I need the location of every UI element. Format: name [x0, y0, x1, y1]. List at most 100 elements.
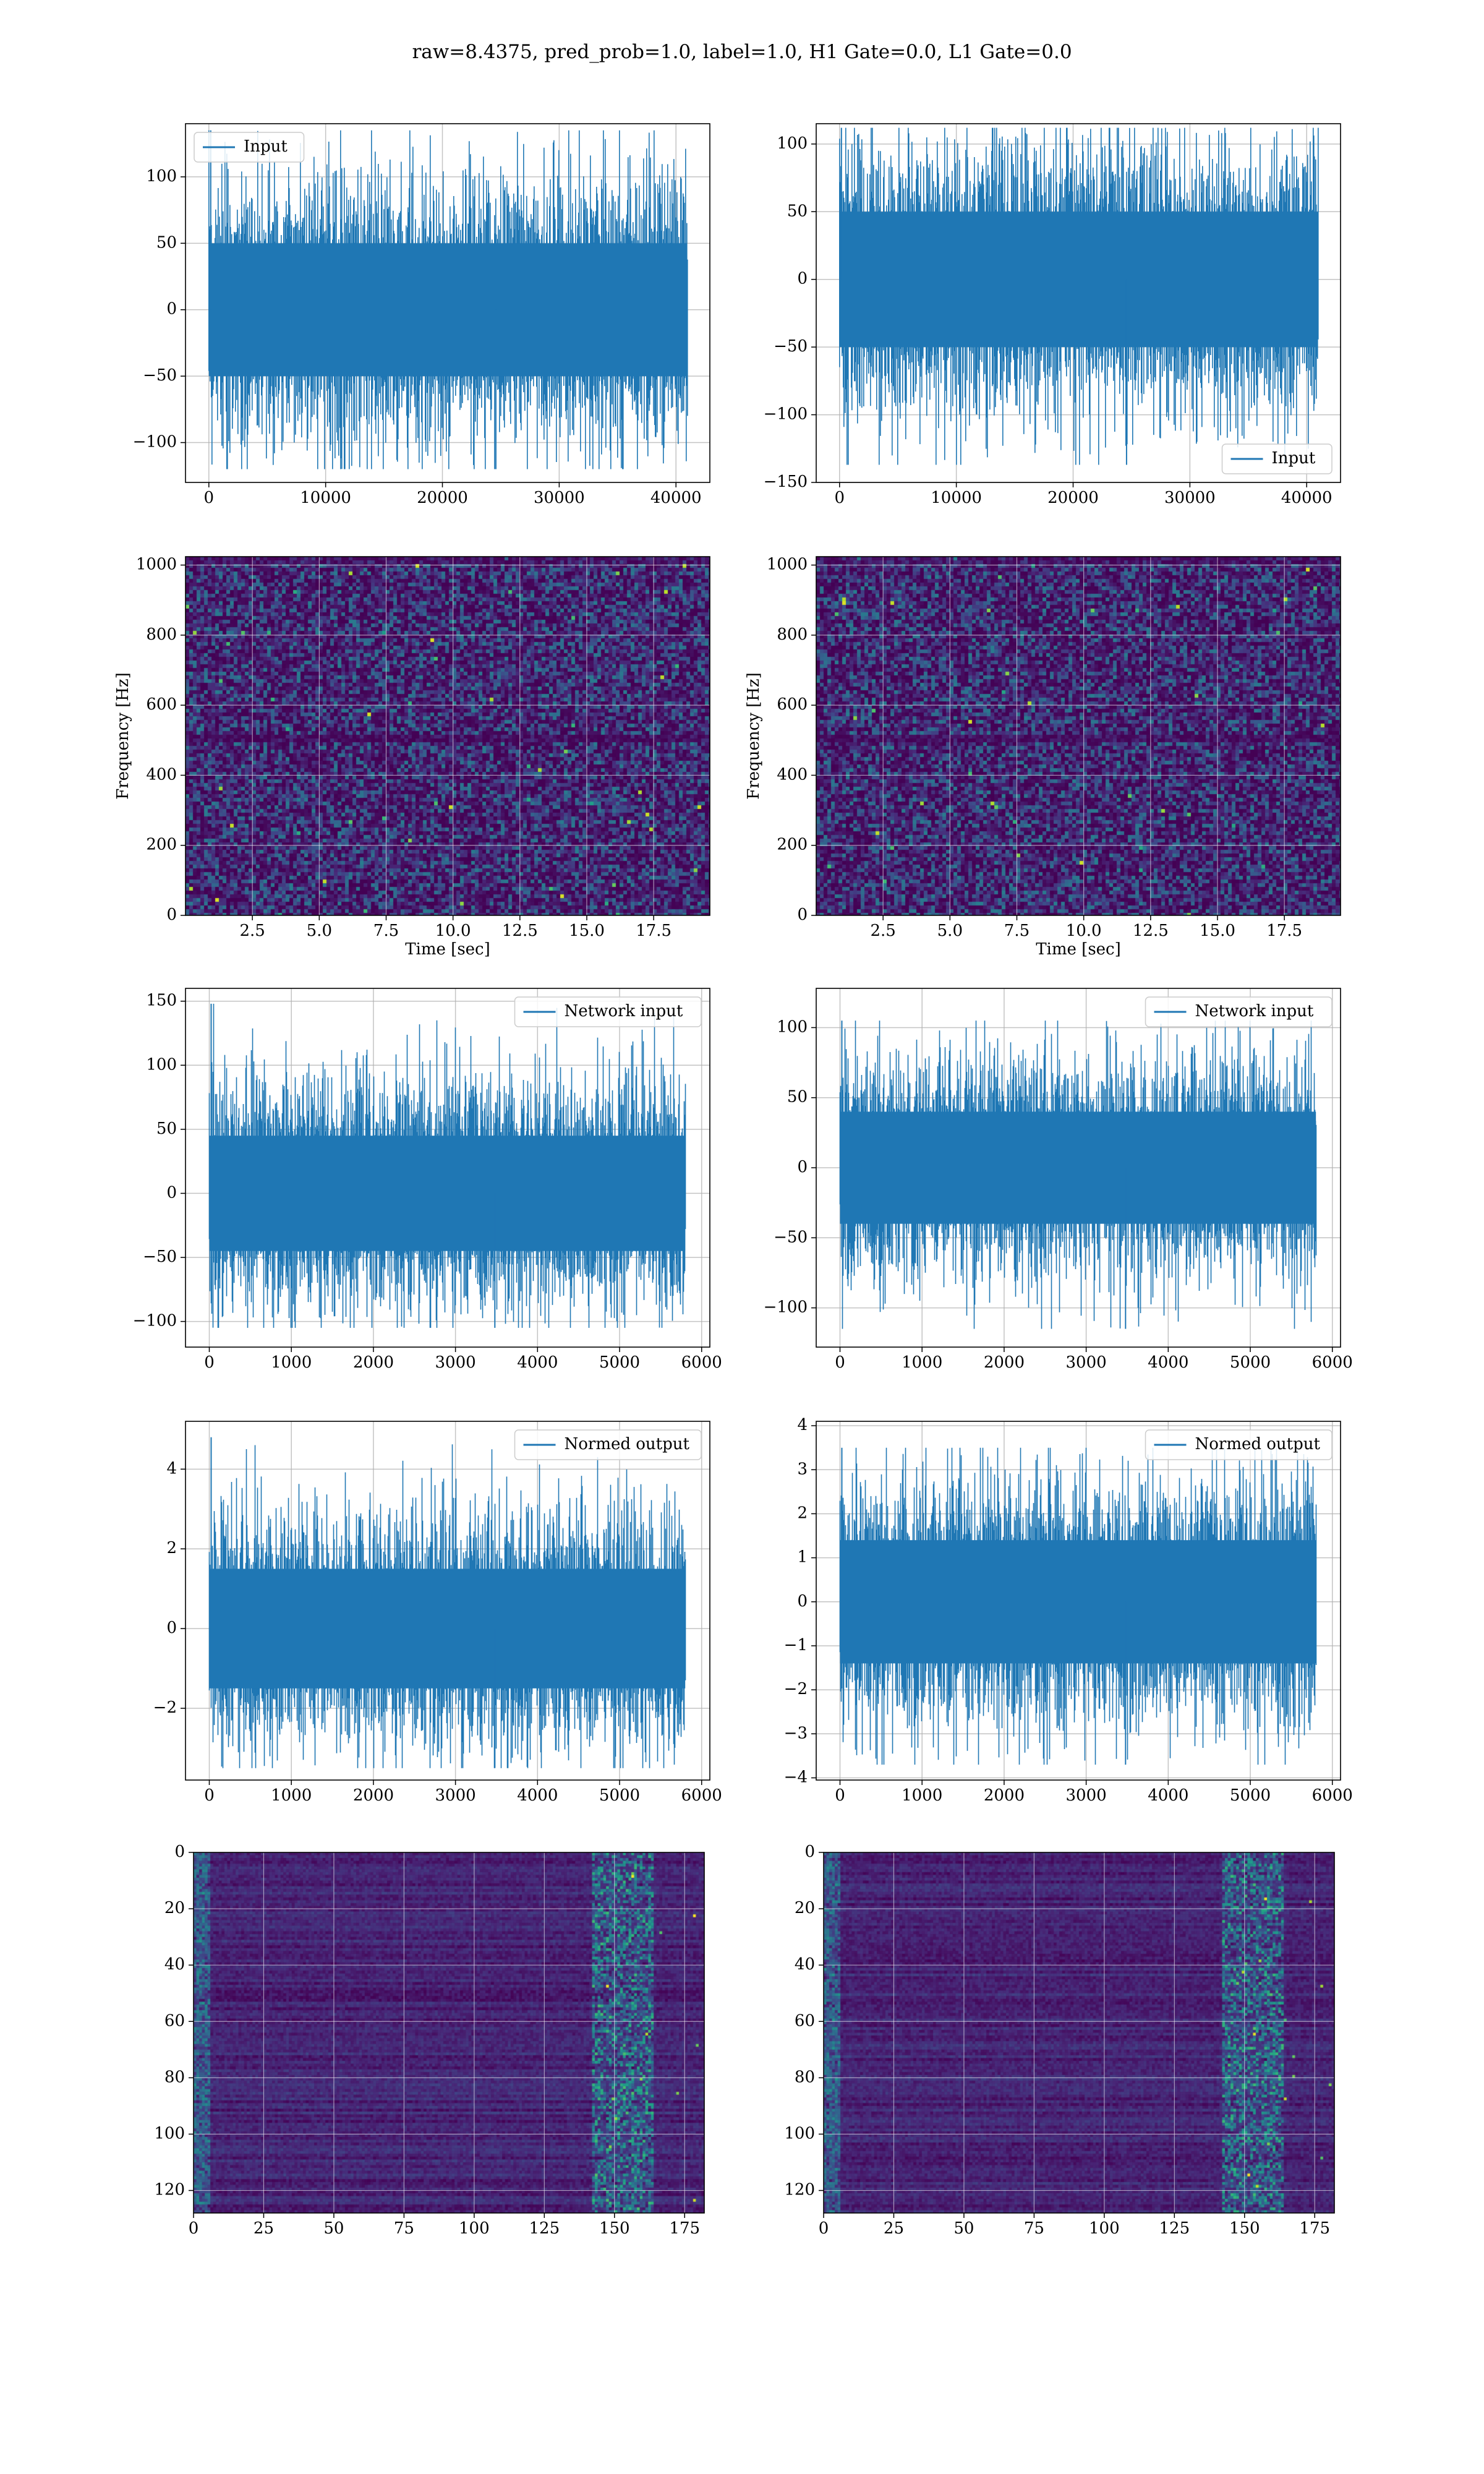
input-l1: 0 10000 20000 30000 40000 −150 −100 −50 0 50 100 In… — [764, 123, 1341, 507]
x-tick-label: 50 — [953, 2219, 974, 2238]
x-tick-label: 5.0 — [937, 922, 963, 940]
x-tick-label: 20000 — [1047, 489, 1099, 507]
axes-frame — [185, 988, 710, 1348]
x-tick-label: 10.0 — [435, 922, 471, 940]
x-tick-label: 4000 — [517, 1353, 558, 1372]
axes-frame — [823, 1852, 1335, 2214]
x-tick-label: 40000 — [1281, 489, 1333, 507]
y-tick-label: −2 — [153, 1698, 177, 1717]
legend-box — [1145, 996, 1333, 1027]
y-tick-label: 0 — [166, 300, 177, 319]
signal-core — [840, 1111, 1316, 1224]
y-tick-label: −50 — [143, 366, 177, 385]
x-tick-label: 1000 — [271, 1786, 312, 1805]
y-tick-label: 50 — [787, 1088, 808, 1106]
x-tick-label: 12.5 — [502, 922, 538, 940]
x-tick-label: 7.5 — [373, 922, 399, 940]
legend-label: Input — [244, 137, 288, 156]
legend-box — [514, 996, 702, 1027]
axes-frame — [185, 123, 710, 483]
x-tick-label: 2.5 — [870, 922, 895, 940]
y-tick-label: 120 — [784, 2181, 815, 2199]
x-tick-label: 2000 — [353, 1353, 394, 1372]
legend-label: Normed output — [565, 1435, 690, 1453]
x-tick-label: 15.0 — [569, 922, 605, 940]
y-tick-label: −100 — [764, 405, 808, 424]
legend-label: Network input — [1195, 1002, 1314, 1021]
x-tick-label: 17.5 — [1266, 922, 1302, 940]
signal-core — [840, 1540, 1316, 1664]
y-tick-label: −50 — [774, 337, 808, 356]
x-tick-label: 0 — [204, 1353, 215, 1372]
figure-title: raw=8.4375, pred_prob=1.0, label=1.0, H1… — [412, 41, 1072, 63]
y-tick-label: 150 — [146, 991, 177, 1010]
x-tick-label: 5000 — [599, 1786, 640, 1805]
y-tick-label: 1000 — [767, 555, 808, 574]
x-tick-label: 0 — [189, 2219, 199, 2238]
x-tick-label: 6000 — [1312, 1353, 1353, 1372]
y-tick-label: 100 — [146, 167, 177, 186]
y-tick-label: 80 — [795, 2068, 815, 2086]
y-tick-label: 200 — [777, 836, 808, 854]
axes-frame — [816, 556, 1341, 916]
x-tick-label: 75 — [394, 2219, 414, 2238]
x-axis-label: Time [sec] — [405, 940, 490, 959]
legend-box — [194, 132, 305, 163]
x-tick-label: 12.5 — [1133, 922, 1169, 940]
signal-core — [209, 1136, 686, 1251]
y-tick-label: 0 — [804, 1843, 815, 1861]
axes-frame — [185, 1421, 710, 1781]
x-tick-label: 3000 — [435, 1353, 476, 1372]
y-tick-label: −50 — [143, 1248, 177, 1266]
y-tick-label: 0 — [166, 1619, 177, 1637]
axes-frame — [816, 1421, 1341, 1781]
network-input-l1: 0 1000 2000 3000 4000 5000 6000 −100 −50 0 50 100 Ne… — [764, 988, 1353, 1372]
y-tick-label: 0 — [797, 1592, 808, 1611]
x-tick-label: 6000 — [1312, 1786, 1353, 1805]
x-tick-label: 25 — [884, 2219, 904, 2238]
legend-box — [1145, 1429, 1333, 1460]
y-tick-label: −150 — [764, 473, 808, 491]
x-tick-label: 125 — [1159, 2219, 1190, 2238]
x-tick-label: 0 — [203, 489, 214, 507]
y-tick-label: −100 — [133, 1312, 177, 1330]
y-tick-label: 40 — [164, 1955, 185, 1974]
y-tick-label: 0 — [174, 1843, 185, 1861]
y-tick-label: 100 — [784, 2124, 815, 2142]
legend-label: Input — [1272, 449, 1316, 468]
heatmap-image — [194, 1852, 704, 2213]
x-tick-label: 5000 — [1230, 1786, 1271, 1805]
feature-map-h1: 0 25 50 75 100 125 150 175 0 20 40 60 80 100 120 — [154, 1843, 705, 2238]
y-tick-label: 2 — [797, 1504, 808, 1522]
x-tick-label: 1000 — [902, 1353, 942, 1372]
input-h1: 0 10000 20000 30000 40000 −100 −50 0 50 100 Input — [133, 123, 710, 507]
y-tick-label: 0 — [797, 270, 808, 288]
x-tick-label: 2000 — [984, 1786, 1025, 1805]
x-tick-label: 10000 — [931, 489, 982, 507]
x-tick-label: 20000 — [417, 489, 468, 507]
x-tick-label: 4000 — [517, 1786, 558, 1805]
y-tick-label: 100 — [154, 2124, 185, 2142]
y-tick-label: 120 — [154, 2181, 185, 2199]
y-tick-label: 20 — [164, 1899, 185, 1917]
x-tick-label: 10000 — [300, 489, 351, 507]
y-tick-label: 60 — [795, 2011, 815, 2030]
y-tick-label: 800 — [777, 625, 808, 644]
y-tick-label: −3 — [784, 1724, 808, 1742]
feature-map-l1: 0 25 50 75 100 125 150 175 0 20 40 60 80 100 120 — [784, 1843, 1335, 2238]
y-tick-label: −4 — [784, 1768, 808, 1786]
x-tick-label: 30000 — [1164, 489, 1216, 507]
y-tick-label: 100 — [777, 134, 808, 153]
y-tick-label: 2 — [166, 1539, 177, 1557]
y-tick-label: −100 — [133, 433, 177, 452]
heatmap-image — [186, 557, 710, 915]
signal-core — [839, 212, 1318, 348]
x-tick-label: 1000 — [271, 1353, 312, 1372]
x-tick-label: 17.5 — [636, 922, 672, 940]
y-tick-label: 0 — [166, 1183, 177, 1202]
x-tick-label: 0 — [835, 1353, 845, 1372]
x-tick-label: 150 — [599, 2219, 630, 2238]
y-tick-label: −2 — [784, 1680, 808, 1698]
normed-output-l1: 0 1000 2000 3000 4000 5000 6000 −4 −3 −2 −1 0 1 2 3 4 No… — [784, 1416, 1353, 1805]
